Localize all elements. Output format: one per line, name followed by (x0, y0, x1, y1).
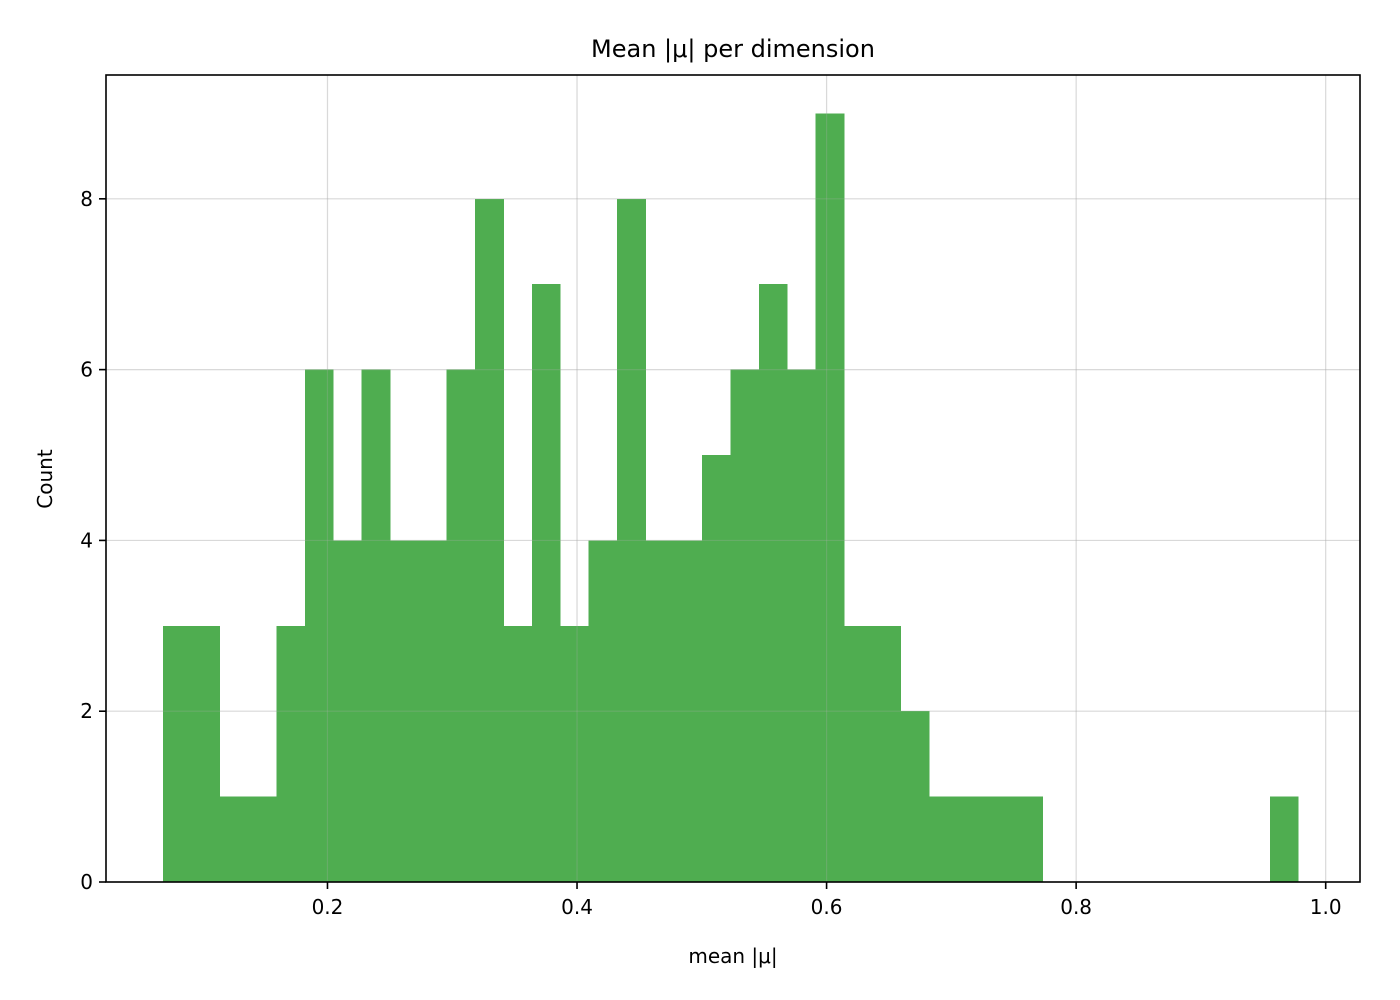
x-tick-label: 0.4 (561, 895, 593, 919)
plot-area-frame (105, 74, 1361, 883)
x-tick-label: 1.0 (1310, 895, 1342, 919)
histogram-bar (616, 198, 646, 883)
histogram-bar (900, 711, 930, 882)
histogram-bar (247, 796, 277, 882)
histogram-bar (844, 625, 873, 882)
histogram-bar (162, 625, 192, 882)
histogram-bar (475, 198, 504, 883)
y-tick-label: 6 (80, 358, 93, 382)
histogram-bar (389, 540, 419, 882)
histogram-bar (730, 369, 760, 883)
x-axis-label: mean |μ| (688, 944, 777, 968)
histogram-bar (702, 455, 731, 882)
x-tick-label: 0.2 (312, 895, 344, 919)
histogram-bar (219, 796, 249, 882)
y-tick-label: 8 (80, 187, 93, 211)
histogram-bar (361, 369, 391, 883)
histogram-bars (106, 75, 1360, 883)
y-axis-label: Count (33, 449, 57, 509)
histogram-bar (787, 369, 817, 883)
histogram-bar (758, 284, 788, 882)
histogram-bar (957, 796, 987, 882)
y-tick-label: 2 (80, 699, 93, 723)
histogram-bar (304, 369, 334, 883)
histogram-bar (1014, 796, 1044, 882)
histogram-bar (588, 540, 618, 882)
histogram-bar (560, 625, 590, 882)
x-axis-ticks: 0.2 0.4 0.6 0.8 1.0 (312, 882, 1342, 919)
histogram-bar (815, 113, 845, 882)
chart-title: Mean |μ| per dimension (591, 35, 875, 63)
histogram-bar (276, 625, 306, 882)
histogram-bar (446, 369, 476, 883)
histogram-bar (673, 540, 703, 882)
histogram-bar (1269, 796, 1299, 882)
histogram-bar (531, 284, 561, 882)
histogram-bar (986, 796, 1015, 882)
histogram-bar (503, 625, 533, 882)
grid-overlay (106, 75, 1360, 883)
x-tick-label: 0.8 (1060, 895, 1092, 919)
x-tick-label: 0.6 (811, 895, 843, 919)
histogram-bar (191, 625, 220, 882)
histogram-bar (645, 540, 675, 882)
histogram-bar (872, 625, 902, 882)
histogram-bar (929, 796, 958, 882)
y-tick-label: 4 (80, 528, 93, 552)
y-tick-label: 0 (80, 870, 93, 894)
histogram-bar (418, 540, 448, 882)
y-axis-ticks: 0 2 4 6 8 (80, 187, 106, 894)
histogram-bar (333, 540, 362, 882)
